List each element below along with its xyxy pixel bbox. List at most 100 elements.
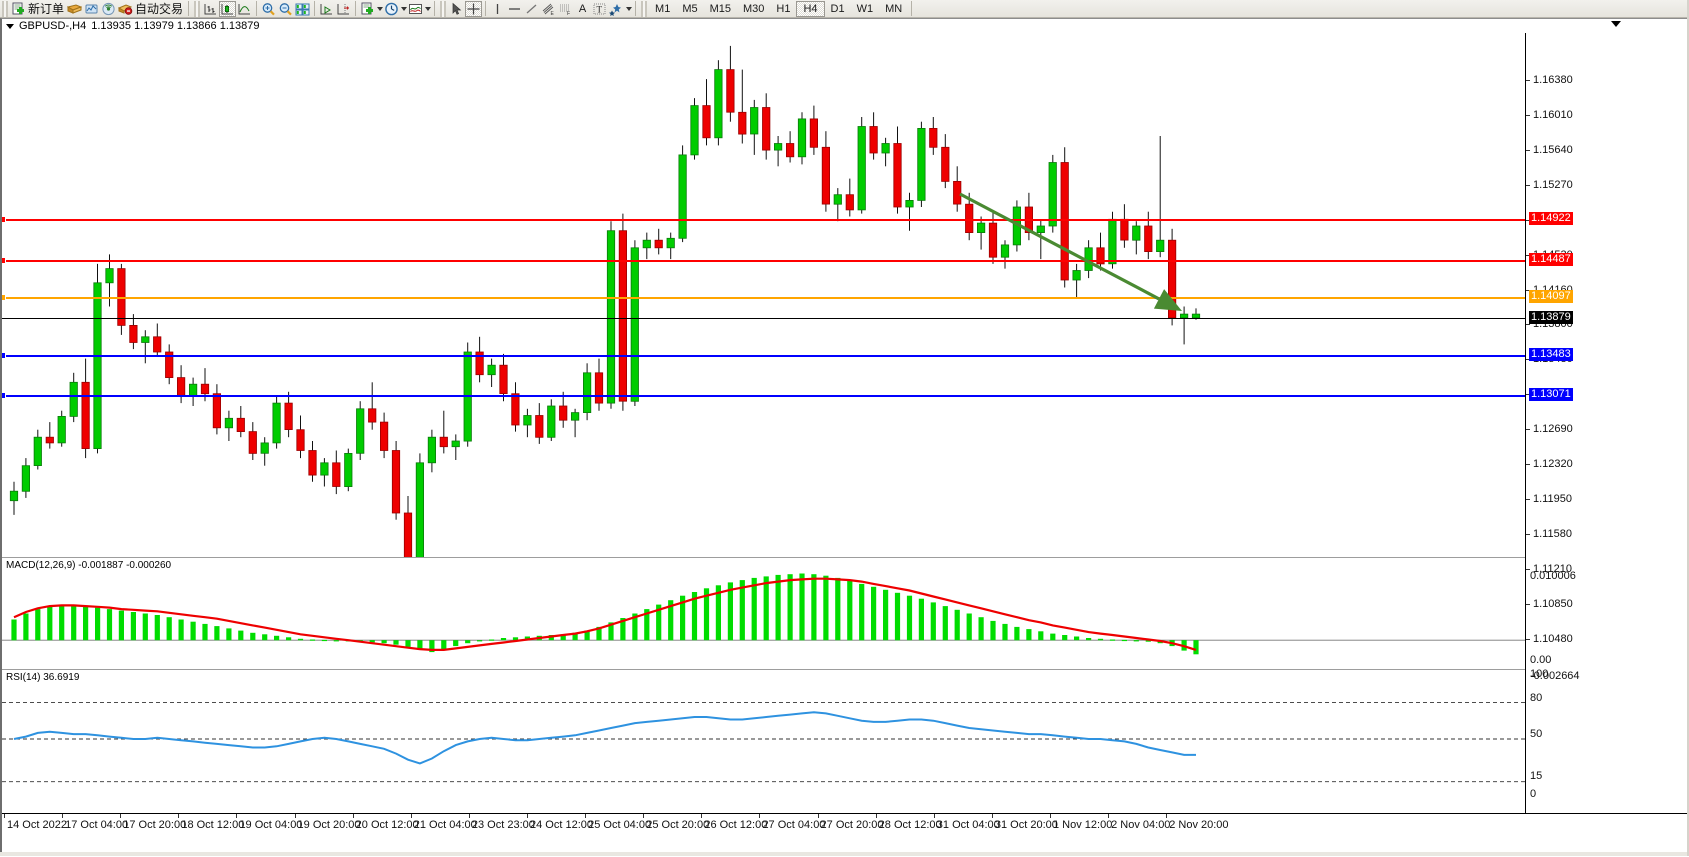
timeframe-h4-button[interactable]: H4 [796,1,824,17]
time-tick-label: 17 Oct 04:00 [65,819,128,831]
candle [94,264,101,454]
time-tick [295,814,296,818]
chart-menu-triangle-icon[interactable] [6,24,14,29]
macd-histogram-bar [501,638,506,640]
line-chart-button[interactable] [236,1,253,17]
price-scale[interactable]: 1.163801.160101.156401.152701.149001.145… [1525,33,1689,813]
templates-button[interactable] [407,1,424,17]
svg-text:T: T [597,4,603,14]
macd-histogram-bar [298,639,303,641]
time-tick [643,814,644,818]
macd-histogram-bar [871,587,876,640]
macd-histogram-bar [752,578,757,640]
last-price-scale-label[interactable]: 1.13879 [1529,311,1573,324]
tick-dash [1526,150,1530,151]
level-line-handle[interactable] [2,352,6,359]
toolbar-grip[interactable] [2,1,8,17]
timeframe-m15-button[interactable]: M15 [704,1,737,17]
time-tick [411,814,412,818]
timeframe-w1-button[interactable]: W1 [851,1,880,17]
profiles-button[interactable] [66,1,83,17]
zoom-in-button[interactable] [260,1,277,17]
candle [846,179,853,217]
candlestick-chart-button[interactable] [219,1,236,17]
toolbar-grip-3[interactable] [440,1,446,17]
text-label-button[interactable]: T [591,1,608,17]
tile-windows-icon [295,2,310,16]
timeframe-mn-button[interactable]: MN [879,1,908,17]
templates-dropdown-caret[interactable] [425,7,431,11]
cursor-button[interactable] [448,1,465,17]
autotrading-button[interactable] [117,1,134,17]
resistance-2-scale-label[interactable]: 1.14487 [1529,253,1573,266]
status-bar [0,852,1689,856]
candle [166,344,173,384]
macd-histogram-bar [35,609,40,640]
indicators-button[interactable] [359,1,376,17]
support-2-scale-label[interactable]: 1.13071 [1529,388,1573,401]
toolbar-grip-4[interactable] [641,1,647,17]
periods-button[interactable] [383,1,400,17]
tile-windows-button[interactable] [294,1,311,17]
candle [189,378,196,406]
candle [810,106,817,155]
candle [428,430,435,473]
auto-scroll-button[interactable] [318,1,335,17]
rsi-pane[interactable]: RSI(14) 36.6919 [2,669,1525,813]
fibonacci-button[interactable]: F [557,1,574,17]
tick-dash [1526,80,1530,81]
candle [10,482,17,515]
data-window-button[interactable] [100,1,117,17]
level-line-handle[interactable] [2,392,6,399]
market-watch-button[interactable] [83,1,100,17]
price-tick: 1.15640 [1526,144,1573,156]
timeframe-m30-button[interactable]: M30 [737,1,770,17]
timeframe-m1-button[interactable]: M1 [649,1,676,17]
chart-collapse-triangle-icon[interactable] [1611,21,1621,27]
macd-histogram-bar [1098,639,1103,641]
chart-window[interactable]: GBPUSD-,H4 1.13935 1.13979 1.13866 1.138… [0,18,1689,856]
candle [977,217,984,250]
equidistant-channel-button[interactable]: E [540,1,557,17]
new-order-label[interactable]: 新订单 [27,1,66,17]
time-tick-label: 2 Nov 04:00 [1111,819,1170,831]
timeframe-h1-button[interactable]: H1 [770,1,796,17]
new-order-button[interactable] [10,1,27,17]
trendline-button[interactable] [523,1,540,17]
candle [774,136,781,166]
pivot-scale-label[interactable]: 1.14097 [1529,290,1573,303]
autotrading-label[interactable]: 自动交易 [134,1,185,17]
level-line-handle[interactable] [2,257,6,264]
candle [870,112,877,159]
vertical-line-button[interactable] [489,1,506,17]
macd-pane[interactable]: MACD(12,26,9) -0.001887 -0.000260 [2,557,1525,668]
price-tick-value: 1.10480 [1533,633,1573,645]
level-line-handle[interactable] [2,294,6,301]
horizontal-line-icon [507,2,522,16]
zoom-out-button[interactable] [277,1,294,17]
level-line-handle[interactable] [2,216,6,223]
support-1-scale-label[interactable]: 1.13483 [1529,348,1573,361]
price-plot-area[interactable] [2,33,1525,557]
objects-button[interactable] [608,1,625,17]
macd-histogram-bar [835,578,840,640]
chart-shift-button[interactable] [335,1,352,17]
objects-dropdown-caret[interactable] [626,7,632,11]
macd-histogram-bar [202,624,207,640]
toolbar-separator-5 [434,1,435,16]
macd-histogram-bar [310,640,315,641]
time-tick-label: 17 Oct 20:00 [123,819,186,831]
resistance-1-scale-label[interactable]: 1.14922 [1529,212,1573,225]
bar-chart-button[interactable] [202,1,219,17]
text-button[interactable]: A [574,1,591,17]
candle [1025,193,1032,240]
toolbar-grip-2[interactable] [194,1,200,17]
macd-histogram-bar [764,576,769,640]
tick-dash [1526,464,1530,465]
timeframe-d1-button[interactable]: D1 [825,1,851,17]
candle [583,363,590,420]
timeframe-m5-button[interactable]: M5 [676,1,703,17]
horizontal-line-button[interactable] [506,1,523,17]
crosshair-button[interactable] [465,1,482,17]
